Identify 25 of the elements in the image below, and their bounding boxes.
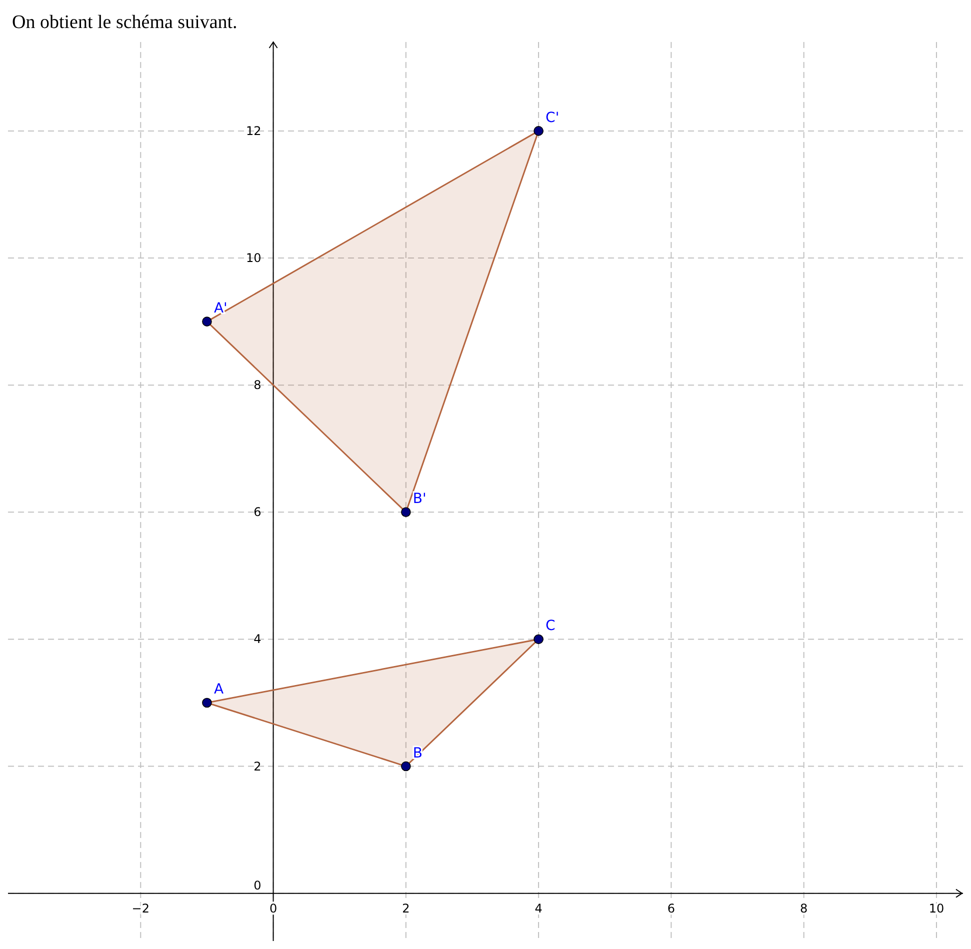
y-tick-label: 10 [246,251,262,266]
annotation: A' [214,300,228,317]
x-tick-label: −2 [132,901,150,916]
y-tick-label: 4 [254,632,262,646]
y-tick-label: 0 [254,878,262,892]
x-tick-label: 8 [800,901,808,916]
annotation: A [214,682,224,698]
point [401,761,411,772]
x-tick-label: 10 [928,901,944,916]
annotation: C' [546,110,560,126]
y-tick-label: 12 [246,124,262,138]
point [202,698,212,708]
x-tick-label: 6 [667,901,676,916]
point [534,126,544,136]
chart-title: On obtient le schéma suivant. [12,12,238,33]
annotation: C [546,618,556,634]
point [401,507,411,518]
y-tick-label: 2 [254,759,262,774]
x-tick-label: 4 [534,901,542,916]
y-tick-label: 6 [254,505,262,520]
y-tick-label: 8 [254,378,262,392]
point [202,316,212,326]
x-tick-label: 2 [402,901,410,916]
annotation: B' [412,491,426,508]
point [534,634,544,644]
